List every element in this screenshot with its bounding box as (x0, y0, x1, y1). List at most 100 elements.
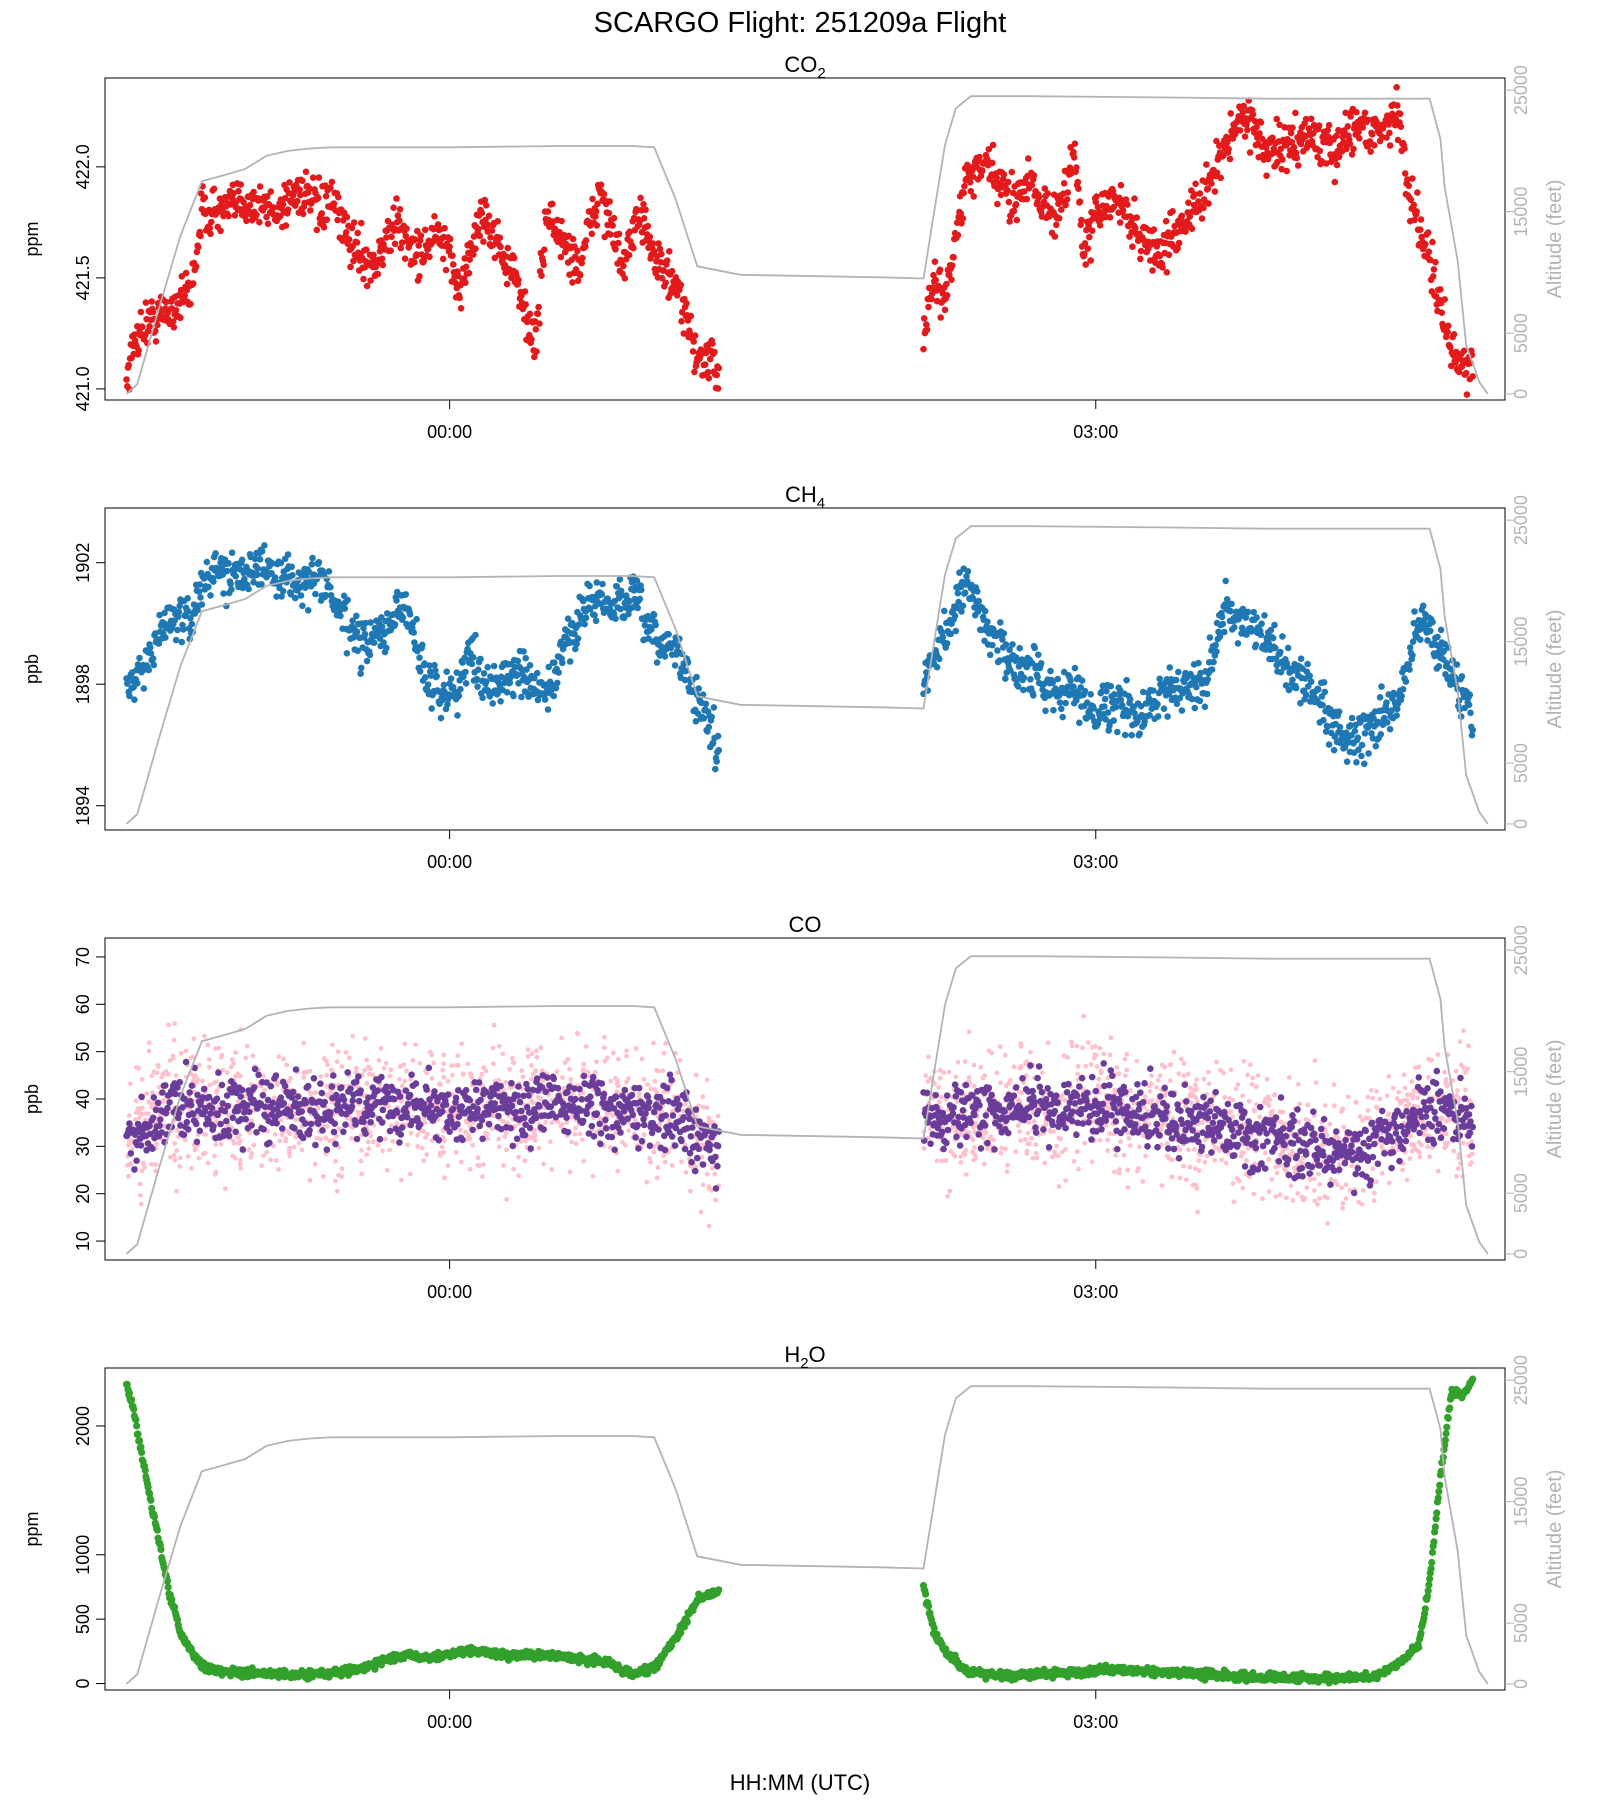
data-point (446, 243, 453, 250)
data-point (1258, 620, 1265, 627)
data-point (175, 608, 183, 616)
data-point (630, 244, 637, 252)
data-point (1009, 641, 1016, 648)
data-point (343, 213, 351, 221)
data-point (299, 210, 307, 218)
raw-co-point (516, 1173, 521, 1179)
data-point (309, 554, 316, 562)
data-point (172, 307, 180, 314)
data-point (1374, 718, 1382, 726)
data-point (1217, 174, 1224, 182)
data-point (592, 208, 600, 215)
data-point (353, 612, 360, 620)
raw-co-point (166, 1022, 172, 1028)
raw-co-point (525, 1047, 531, 1052)
data-point (1393, 84, 1400, 91)
raw-co-point (407, 1171, 413, 1177)
data-point (1435, 663, 1443, 670)
raw-co-point (171, 1152, 177, 1158)
data-point (1234, 640, 1242, 647)
figure-title: SCARGO Flight: 251209a Flight (594, 7, 1007, 39)
raw-co-point (1297, 1101, 1302, 1107)
data-point (932, 276, 939, 284)
data-point (521, 673, 528, 681)
data-point (571, 630, 578, 638)
raw-co-point (192, 1147, 198, 1153)
data-point (312, 590, 319, 598)
raw-co-point (250, 1053, 256, 1059)
data-point (256, 183, 264, 190)
raw-co-point (523, 1138, 528, 1144)
data-point (187, 614, 194, 622)
data-point (396, 217, 403, 224)
raw-co-point (185, 1154, 191, 1159)
data-point (1110, 717, 1117, 724)
data-point (644, 222, 652, 230)
data-point (1149, 267, 1156, 274)
raw-co-point (401, 1062, 407, 1067)
raw-co-point (594, 1059, 599, 1065)
raw-co-point (126, 1173, 131, 1179)
data-point (1096, 715, 1104, 722)
raw-co-point (138, 1193, 143, 1198)
data-point (175, 291, 183, 299)
raw-co-point (276, 1167, 281, 1172)
raw-co-point (223, 1186, 228, 1192)
data-point (210, 185, 218, 193)
raw-co-point (273, 1158, 279, 1163)
raw-co-point (218, 1141, 224, 1147)
raw-co-point (1114, 1065, 1120, 1070)
raw-co-point (1124, 1067, 1130, 1073)
raw-co-point (1196, 1158, 1202, 1163)
data-point (353, 628, 361, 635)
data-point (939, 633, 947, 641)
raw-co-point (413, 1042, 418, 1047)
data-point (558, 217, 565, 225)
x-tick-label: 03:00 (1073, 1282, 1118, 1302)
raw-co-point (1192, 1147, 1197, 1152)
raw-co-point (1169, 1174, 1175, 1180)
data-point (582, 237, 590, 244)
raw-co-point (712, 1171, 718, 1177)
data-point (1059, 713, 1066, 721)
data-point (946, 271, 953, 278)
data-point (550, 692, 557, 700)
data-point (497, 243, 504, 251)
data-point (267, 188, 275, 195)
raw-co-point (1054, 1143, 1059, 1149)
raw-co-point (700, 1182, 706, 1188)
raw-co-point (1444, 1131, 1449, 1137)
data-point (650, 611, 658, 619)
data-point (1121, 731, 1129, 739)
data-point (1006, 218, 1013, 225)
data-point (1249, 111, 1257, 118)
raw-co-point (146, 1099, 152, 1105)
data-point (1417, 216, 1425, 223)
data-point (225, 560, 232, 567)
data-point (575, 621, 583, 628)
data-point (523, 318, 531, 326)
raw-co-point (704, 1171, 710, 1177)
data-point (1271, 621, 1278, 629)
raw-co-point (1435, 1168, 1441, 1174)
raw-co-point (449, 1063, 455, 1068)
data-point (615, 239, 622, 247)
raw-co-point (264, 1149, 269, 1155)
data-point (574, 247, 581, 255)
data-point (292, 594, 299, 602)
data-point (1172, 676, 1180, 684)
raw-co-point (1027, 1141, 1032, 1147)
data-point (390, 204, 397, 211)
raw-co-point (139, 1168, 145, 1174)
raw-co-point (1082, 1140, 1088, 1146)
data-point (462, 668, 469, 676)
data-point (514, 657, 522, 665)
raw-co-point (429, 1076, 435, 1081)
raw-co-point (301, 1075, 307, 1080)
data-point (986, 651, 994, 659)
data-point (1137, 255, 1144, 263)
raw-co-point (534, 1054, 540, 1060)
y-tick-label: 1898 (73, 664, 93, 704)
raw-co-point (624, 1053, 629, 1059)
data-point (1122, 196, 1130, 203)
